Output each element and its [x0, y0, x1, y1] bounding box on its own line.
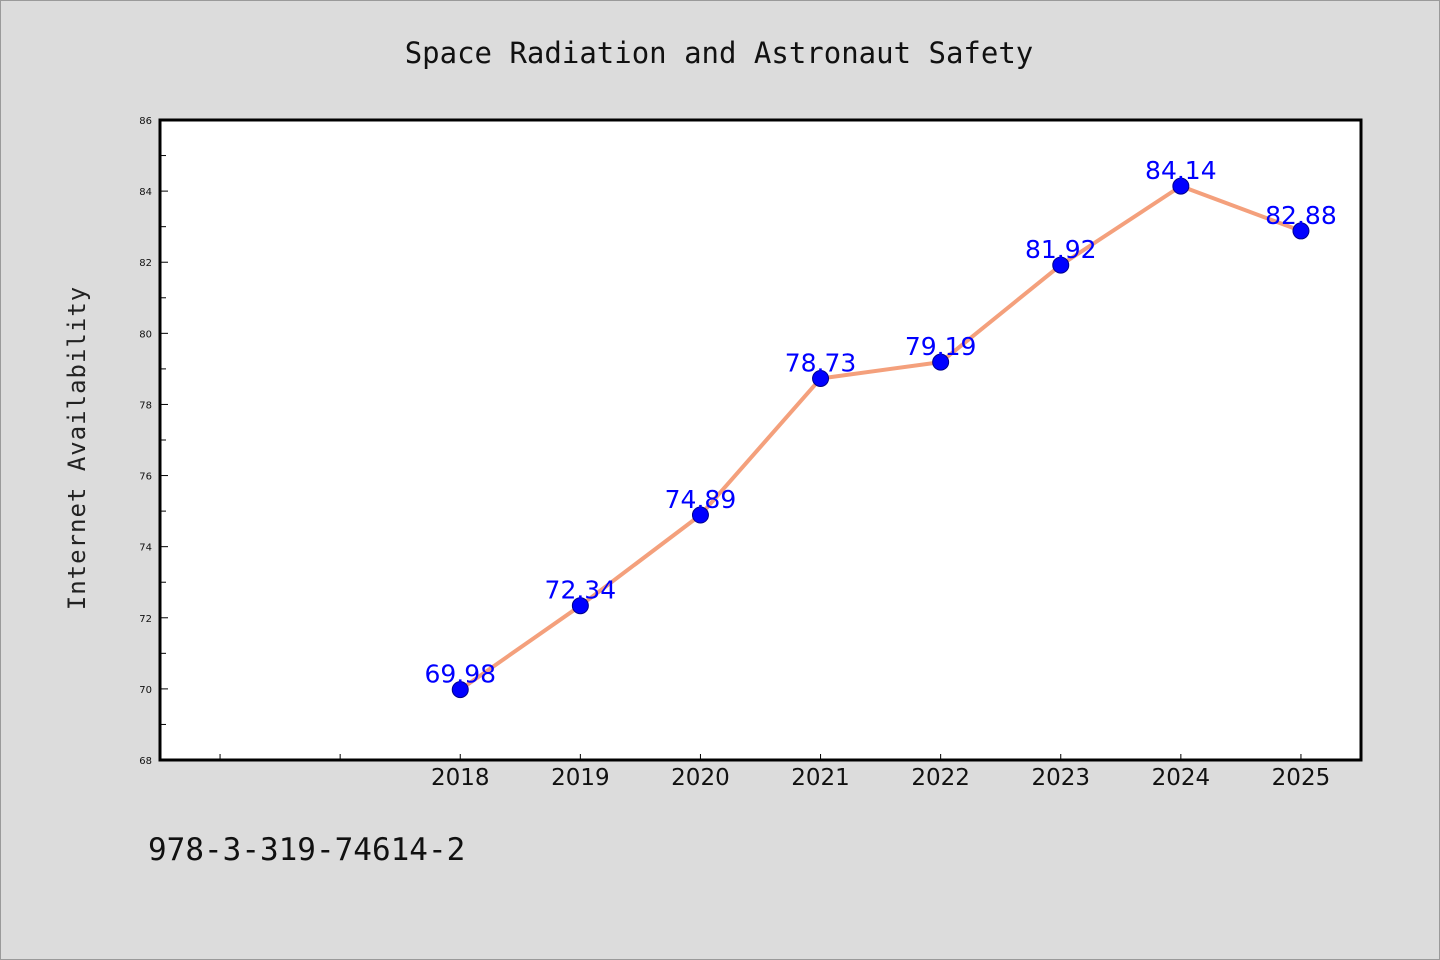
- x-tick-label: 2024: [1152, 765, 1211, 791]
- y-tick-label: 72: [139, 614, 152, 625]
- data-point: [1172, 177, 1190, 195]
- data-label: 72.34: [545, 576, 617, 605]
- data-label: 81.92: [1025, 235, 1097, 264]
- data-point: [451, 681, 469, 699]
- x-tick-label: 2020: [671, 765, 730, 791]
- data-label: 82.88: [1265, 201, 1337, 230]
- y-tick-label: 74: [139, 543, 152, 554]
- data-point: [932, 353, 950, 371]
- y-tick-label: 84: [139, 187, 152, 198]
- data-point: [571, 597, 589, 615]
- y-tick-label: 86: [139, 116, 152, 127]
- y-tick-label: 76: [139, 472, 152, 483]
- x-tick-label: 2018: [431, 765, 490, 791]
- y-tick-label: 78: [139, 400, 152, 411]
- y-tick-label: 70: [139, 685, 152, 696]
- y-tick-label: 82: [139, 258, 152, 269]
- x-tick-label: 2025: [1272, 765, 1331, 791]
- data-point: [812, 369, 830, 387]
- series-line: [459, 184, 1302, 692]
- data-label: 74.89: [665, 485, 737, 514]
- data-point: [1052, 256, 1070, 274]
- plot-area: [158, 118, 1363, 762]
- data-point: [1292, 222, 1310, 240]
- y-axis-label: Internet Availability: [63, 286, 91, 610]
- data-label: 78.73: [785, 348, 857, 377]
- x-tick-label: 2023: [1031, 765, 1090, 791]
- y-tick-label: 68: [139, 756, 152, 767]
- chart-title: Space Radiation and Astronaut Safety: [405, 36, 1034, 70]
- x-tick-label: 2021: [791, 765, 850, 791]
- x-tick-label: 2022: [911, 765, 970, 791]
- data-label: 79.19: [905, 332, 977, 361]
- data-label: 84.14: [1145, 156, 1217, 185]
- y-tick-label: 80: [139, 329, 152, 340]
- x-tick-label: 2019: [551, 765, 610, 791]
- data-point: [691, 506, 709, 524]
- data-label: 69.98: [424, 660, 496, 689]
- footer-code: 978-3-319-74614-2: [148, 832, 466, 868]
